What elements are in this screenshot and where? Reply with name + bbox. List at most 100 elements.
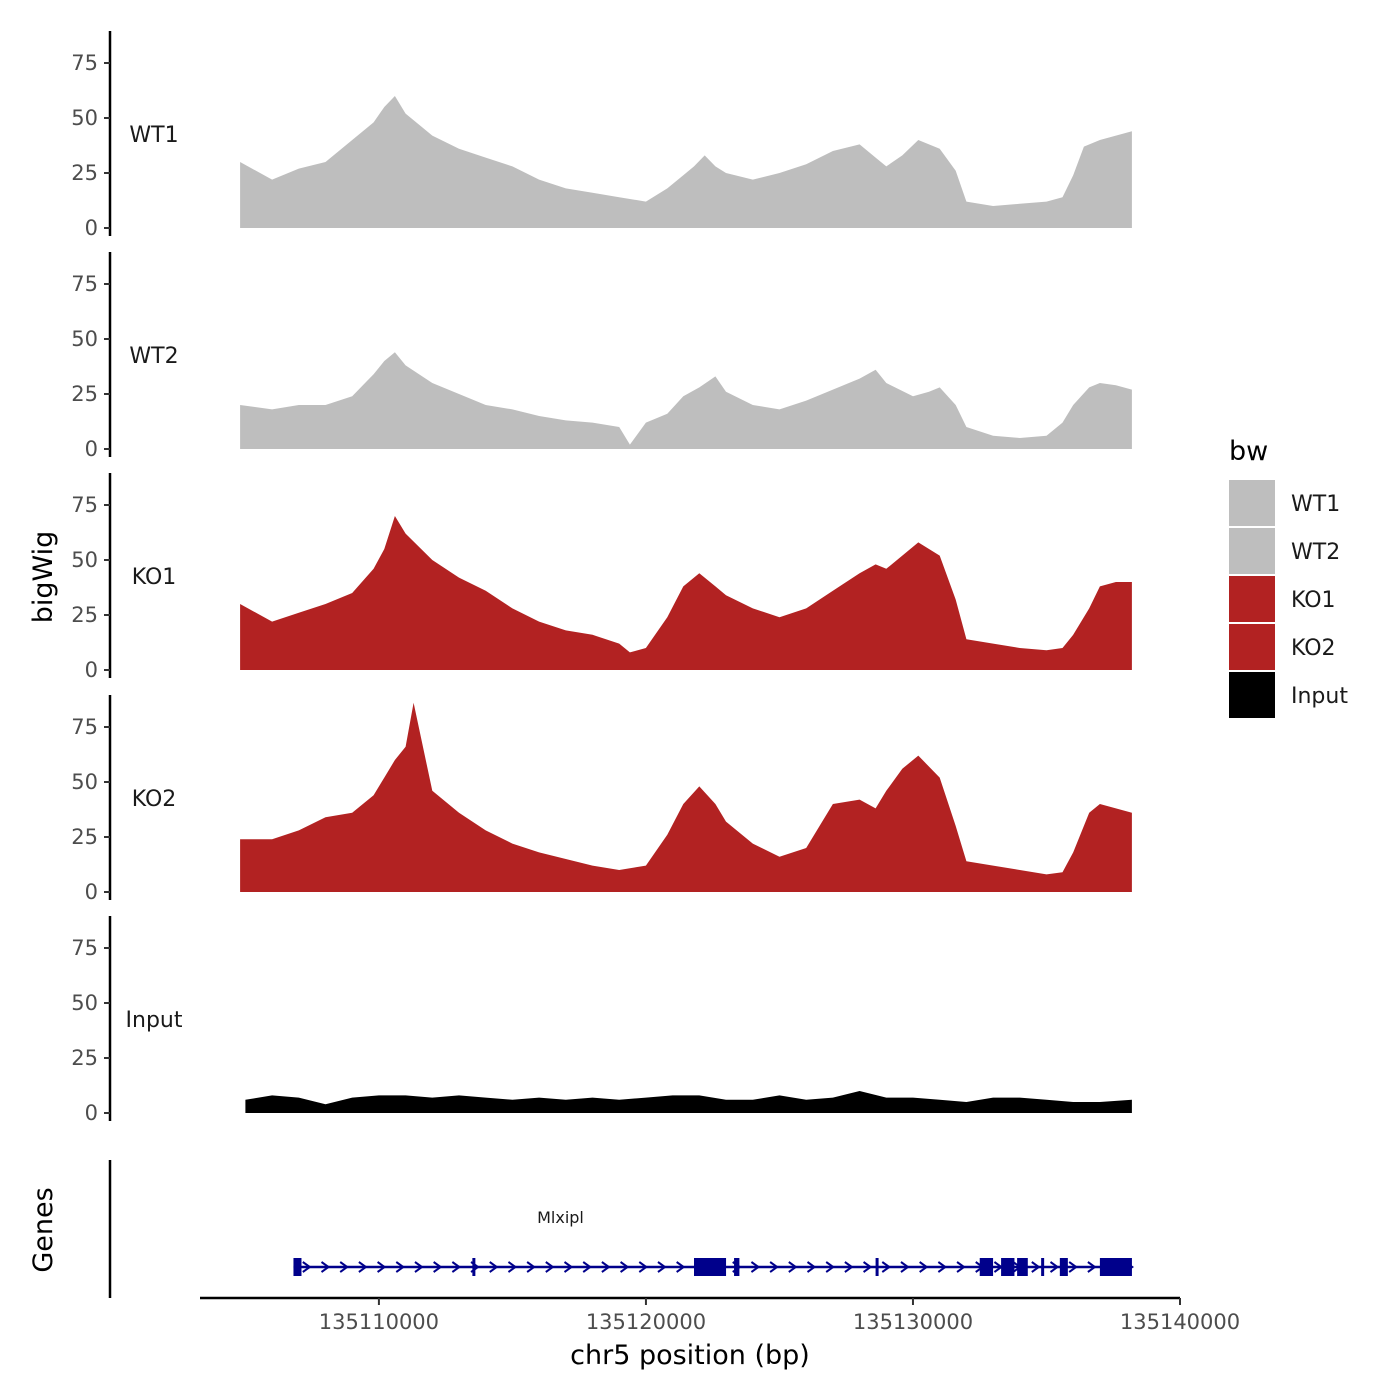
strand-arrow — [1087, 1261, 1097, 1273]
x-tick-label: 135110000 — [319, 1310, 439, 1334]
y-tick-label: 75 — [71, 493, 98, 517]
legend-label: KO2 — [1291, 636, 1336, 661]
gene-exon — [1059, 1258, 1068, 1276]
y-tick-label: 50 — [71, 327, 98, 351]
strand-arrow — [806, 1261, 817, 1273]
y-axis-title: bigWig — [28, 531, 59, 624]
gene-exon — [734, 1258, 740, 1276]
strand-arrow — [919, 1261, 929, 1273]
y-tick-label: 0 — [85, 437, 98, 461]
legend-key — [1229, 528, 1275, 574]
strand-arrow — [358, 1261, 368, 1273]
strand-arrow — [676, 1261, 686, 1273]
y-tick-label: 0 — [85, 658, 98, 682]
strand-arrow — [862, 1261, 873, 1273]
strand-arrow — [900, 1261, 910, 1273]
strand-arrow — [844, 1261, 854, 1273]
y-tick-label: 50 — [71, 770, 98, 794]
track-label: WT2 — [129, 344, 178, 369]
track-label: KO2 — [132, 787, 177, 812]
genes-track-title: Genes — [28, 1187, 59, 1272]
strand-arrow — [414, 1261, 424, 1273]
y-tick-label: 50 — [71, 991, 98, 1015]
strand-arrow — [545, 1261, 555, 1273]
strand-arrow — [788, 1261, 798, 1273]
y-tick-label: 25 — [71, 382, 98, 406]
area-input — [245, 1091, 1132, 1113]
legend-title: bw — [1229, 436, 1268, 467]
legend-key — [1229, 480, 1275, 526]
strand-arrow — [582, 1261, 592, 1273]
x-tick-label: 135140000 — [1120, 1310, 1240, 1334]
area-ko2 — [240, 702, 1132, 892]
y-tick-label: 25 — [71, 603, 98, 627]
gene-exon — [694, 1258, 727, 1276]
gene-track: Mlxipl — [108, 1160, 1134, 1298]
strand-arrow — [489, 1261, 499, 1273]
strand-arrow — [376, 1261, 387, 1273]
gene-exon — [472, 1258, 476, 1276]
strand-arrow — [320, 1261, 331, 1273]
y-tick-label: 50 — [71, 548, 98, 572]
y-tick-label: 75 — [71, 51, 98, 75]
legend-label: Input — [1291, 684, 1348, 709]
track-label: WT1 — [129, 123, 178, 148]
gene-exon — [875, 1258, 879, 1276]
strand-arrow — [638, 1261, 648, 1273]
x-axis-title: chr5 position (bp) — [570, 1340, 810, 1371]
gene-exon — [1017, 1258, 1028, 1276]
x-tick-label: 135120000 — [586, 1310, 706, 1334]
strand-arrow — [769, 1261, 779, 1273]
track-input: 0 25 50 75 Input — [71, 916, 1132, 1125]
track-ko1: 0 25 50 75 KO1 — [71, 473, 1132, 682]
strand-arrow — [601, 1261, 611, 1273]
strand-arrow — [937, 1261, 948, 1273]
y-tick-label: 0 — [85, 1101, 98, 1125]
strand-arrow — [563, 1261, 574, 1273]
strand-arrow — [302, 1261, 312, 1273]
legend-key — [1229, 672, 1275, 718]
gene-exon — [1099, 1258, 1132, 1276]
track-ko2: 0 25 50 75 KO2 — [71, 695, 1132, 904]
strand-arrow — [1049, 1261, 1060, 1273]
legend-key — [1229, 624, 1275, 670]
track-panels: 0 25 50 75 WT1 0 25 50 75 WT2 0 25 50 75 KO1 0 25 50 75 KO2… — [71, 31, 1132, 1125]
area-wt1 — [240, 96, 1132, 228]
strand-arrow — [956, 1261, 966, 1273]
strand-arrow — [657, 1261, 667, 1273]
y-tick-label: 25 — [71, 825, 98, 849]
legend-label: WT2 — [1291, 540, 1340, 565]
legend-label: KO1 — [1291, 588, 1336, 613]
y-tick-label: 50 — [71, 106, 98, 130]
gene-exon — [979, 1258, 994, 1276]
legend-label: WT1 — [1291, 492, 1340, 517]
strand-arrow — [526, 1261, 536, 1273]
strand-arrow — [339, 1261, 349, 1273]
legend-key — [1229, 576, 1275, 622]
y-tick-label: 25 — [71, 161, 98, 185]
y-tick-label: 75 — [71, 715, 98, 739]
track-wt2: 0 25 50 75 WT2 — [71, 252, 1132, 461]
legend: bw WT1 WT2 KO1 KO2 Input — [1229, 436, 1348, 718]
strand-arrow — [1031, 1261, 1041, 1273]
y-tick-label: 0 — [85, 216, 98, 240]
track-label: KO1 — [132, 565, 177, 590]
area-wt2 — [240, 352, 1132, 449]
y-tick-label: 0 — [85, 880, 98, 904]
strand-arrow — [750, 1261, 761, 1273]
y-tick-label: 75 — [71, 272, 98, 296]
strand-arrow — [881, 1261, 891, 1273]
strand-arrow — [825, 1261, 835, 1273]
strand-arrow — [395, 1261, 405, 1273]
gene-name-label: Mlxipl — [537, 1208, 584, 1227]
gene-exon — [293, 1258, 302, 1276]
track-wt1: 0 25 50 75 WT1 — [71, 31, 1132, 240]
area-ko1 — [240, 516, 1132, 670]
strand-arrow — [507, 1261, 518, 1273]
strand-arrow — [619, 1261, 630, 1273]
track-label: Input — [126, 1008, 183, 1033]
strand-arrow — [451, 1261, 462, 1273]
x-axis: 135110000 135120000 135130000 135140000 — [200, 1296, 1240, 1334]
gene-exon — [1001, 1258, 1015, 1276]
